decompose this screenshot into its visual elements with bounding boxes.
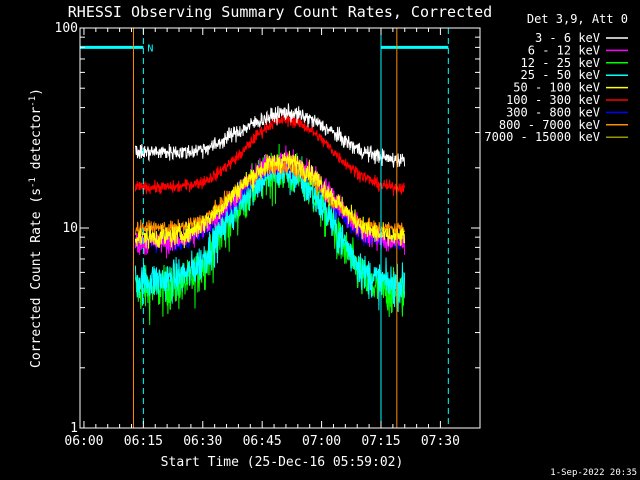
x-tick-label: 07:00 [302, 434, 341, 449]
legend-label: 3 - 6 keV [535, 31, 600, 45]
x-tick-labels: 06:00 06:15 06:30 06:45 07:00 07:15 07:30 [64, 434, 460, 449]
y-tick-label: 100 [55, 21, 78, 36]
y-axis-label-sup2: -1 [28, 96, 38, 107]
y-tick-label: 1 [70, 421, 78, 436]
y-axis-label-sup1: -1 [28, 177, 38, 188]
series-line [134, 113, 406, 196]
annotation-text: N [147, 43, 153, 54]
series-line [134, 103, 406, 168]
y-tick-label: 10 [62, 221, 78, 236]
y-axis-label-prefix: Corrected Count Rate (s [29, 188, 44, 368]
legend-label: 800 - 7000 keV [499, 118, 600, 132]
footer-timestamp: 1-Sep-2022 20:35 [550, 468, 637, 478]
x-tick-label: 07:30 [421, 434, 460, 449]
y-axis-label-suffix: ) [29, 88, 44, 96]
x-axis-label: Start Time (25-Dec-16 05:59:02) [161, 455, 404, 470]
series-line [134, 150, 406, 249]
y-axis-label: Corrected Count Rate (s-1 detector-1) [28, 88, 44, 368]
legend-label: 100 - 300 keV [506, 93, 600, 107]
x-tick-label: 06:15 [124, 434, 163, 449]
legend-header: Det 3,9, Att 0 [527, 12, 628, 26]
chart-title: RHESSI Observing Summary Count Rates, Co… [68, 3, 492, 21]
y-tick-labels: 1 10 100 [55, 21, 78, 436]
axis-ticks [80, 27, 480, 429]
legend-label: 50 - 100 keV [513, 81, 600, 95]
y-axis-label-mid: detector [29, 107, 44, 178]
legend-label: 25 - 50 keV [521, 68, 600, 82]
legend-label: 7000 - 15000 keV [484, 130, 600, 144]
legend-label: 12 - 25 keV [521, 56, 600, 70]
x-tick-label: 07:15 [361, 434, 400, 449]
legend-label: 6 - 12 keV [528, 43, 600, 57]
x-tick-label: 06:00 [64, 434, 103, 449]
legend-label: 300 - 800 keV [506, 105, 600, 119]
x-tick-label: 06:30 [183, 434, 222, 449]
x-tick-label: 06:45 [243, 434, 282, 449]
plot-area [134, 103, 406, 326]
